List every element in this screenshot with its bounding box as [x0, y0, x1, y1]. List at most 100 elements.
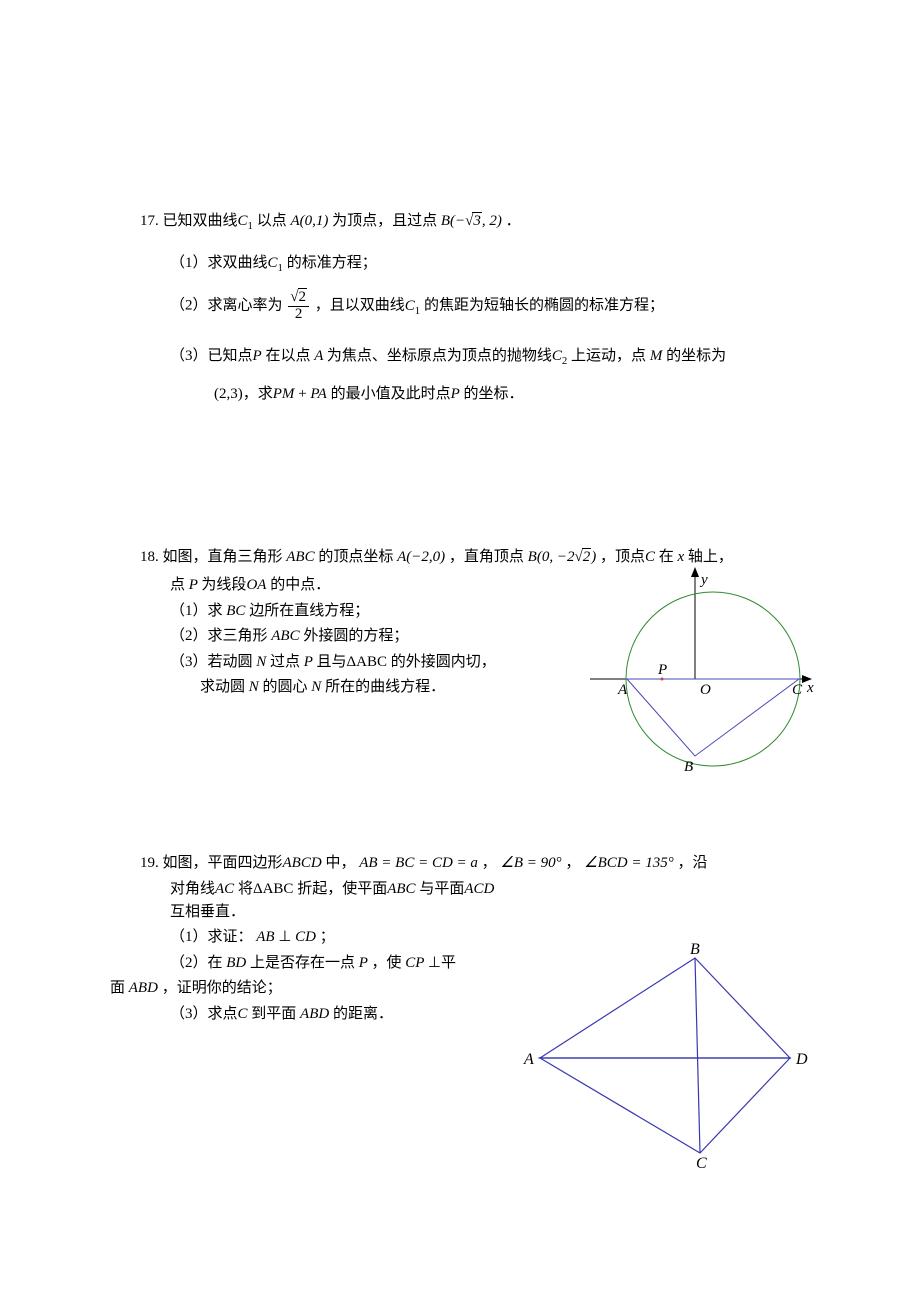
text: 与平面 — [419, 881, 464, 897]
sym-x: x — [674, 549, 688, 565]
sym-BD: BD — [223, 955, 251, 971]
text: 所在的曲线方程． — [325, 679, 445, 695]
p19-body: 对角线AC 将ΔABC 折起，使平面ABC 与平面ACD 互相垂直． （1）求证… — [140, 878, 780, 1028]
text: 为顶点，且过点 — [332, 213, 437, 229]
point-A: A(−2,0) — [393, 549, 449, 565]
p18-q2: （2）求三角形 ABC 外接圆的方程； — [140, 625, 520, 648]
text: ，证明你的结论； — [162, 980, 282, 996]
sym-AB: AB — [253, 929, 279, 945]
text: 的顶点坐标 — [318, 549, 393, 565]
text: ， — [565, 855, 580, 871]
p19-q3: （3）求点C 到平面 ABD 的距离． — [140, 1003, 500, 1026]
fraction: √2 2 — [288, 290, 309, 323]
text: （3）若动圆 — [170, 654, 253, 670]
point-B-a: B(0, −2 — [524, 549, 575, 565]
label-P: P — [657, 662, 667, 678]
sym-OA: OA — [246, 577, 266, 593]
point-A: A(0,1) — [287, 213, 332, 229]
text: 外接圆的方程； — [303, 628, 408, 644]
p18-q3b: 求动圆 N 的圆心 N 所在的曲线方程． — [140, 676, 520, 699]
sym-ABCD: ABCD — [283, 855, 326, 871]
text: 的圆心 — [263, 679, 308, 695]
coord-M: (2,3) — [214, 386, 243, 402]
text: 为线段 — [201, 577, 246, 593]
p17-q1: （1）求双曲线C1 的标准方程； — [140, 252, 780, 276]
sym-dABC: ΔABC — [253, 881, 297, 897]
sqrt-icon: √3 — [465, 210, 482, 233]
text: 过点 — [270, 654, 300, 670]
text: ，且以双曲线 — [315, 298, 405, 314]
text: 以点 — [257, 213, 287, 229]
problem-18: 18. 如图，直角三角形 ABC 的顶点坐标 A(−2,0) ，直角顶点 B(0… — [140, 546, 780, 702]
text: （1）求 — [170, 603, 223, 619]
sym-dABC: ΔABC — [346, 654, 390, 670]
sub-1: 1 — [278, 262, 283, 274]
text: （1）求双曲线 — [170, 255, 268, 271]
sym-C: C — [238, 213, 248, 229]
label-A: A — [523, 1051, 534, 1068]
sym-C: C — [552, 348, 562, 364]
p18-figure: y x O A C B P — [570, 564, 820, 802]
p19-q1: （1）求证： AB ⊥ CD ； — [140, 926, 500, 949]
sym-ABD: ABD — [296, 1006, 333, 1022]
sub-1: 1 — [415, 305, 420, 317]
sym-ACD: ACD — [464, 881, 494, 897]
label-B: B — [690, 941, 700, 958]
sym-N: N — [308, 679, 326, 695]
text: （2）求三角形 — [170, 628, 268, 644]
sym-P: P — [253, 348, 262, 364]
problem-19: 19. 如图，平面四边形ABCD 中， AB = BC = CD = a ， ∠… — [140, 852, 780, 1029]
text: 如图，平面四边形 — [163, 855, 283, 871]
frac-den: 2 — [288, 307, 309, 323]
text: 折起，使平面 — [297, 881, 387, 897]
sym-P: P — [185, 577, 201, 593]
text: 上运动，点 — [571, 348, 646, 364]
perp-icon: ⊥ — [428, 955, 441, 971]
text: 求动圆 — [200, 679, 245, 695]
sym-ABC: ABC — [387, 881, 419, 897]
text: 在以点 — [265, 348, 310, 364]
sym-PM: PM — [273, 386, 295, 402]
text: 的中点． — [270, 577, 330, 593]
text: 的外接圆内切， — [391, 654, 496, 670]
perp-icon: ⊥ — [278, 929, 291, 945]
sym-CD: CD — [291, 929, 319, 945]
text: （1）求证： — [170, 929, 253, 945]
sym-N: N — [253, 654, 271, 670]
text: ，直角顶点 — [449, 549, 524, 565]
sym-C: C — [238, 1006, 252, 1022]
sym-PA: PA — [310, 386, 326, 402]
sym-AC: AC — [215, 881, 238, 897]
text: ； — [320, 929, 335, 945]
sqrt-val: 2 — [582, 548, 592, 565]
text: 轴上， — [688, 549, 733, 565]
text: （2）求离心率为 — [170, 298, 283, 314]
p19-figure: A B C D — [510, 938, 820, 1176]
text: 的焦距为短轴长的椭圆的标准方程； — [424, 298, 664, 314]
text: （3）已知点 — [170, 348, 253, 364]
text: 的坐标． — [464, 386, 524, 402]
text: ． — [506, 213, 521, 229]
p19-line2: 对角线AC 将ΔABC 折起，使平面ABC 与平面ACD 互相垂直． — [140, 878, 500, 923]
point-B-b: ) — [591, 549, 600, 565]
point-B-b: , 2) — [482, 213, 506, 229]
p17-q2: （2）求离心率为 √2 2 ，且以双曲线C1 的焦距为短轴长的椭圆的标准方程； — [140, 290, 780, 323]
p19-svg: A B C D — [510, 938, 820, 1168]
sqrt-val: 2 — [298, 288, 308, 305]
p19-stem: 19. 如图，平面四边形ABCD 中， AB = BC = CD = a ， ∠… — [140, 852, 780, 875]
text: 的坐标为 — [666, 348, 726, 364]
label-C: C — [792, 682, 803, 698]
text: 在 — [659, 549, 674, 565]
sym-M: M — [646, 348, 666, 364]
sym-C: C — [645, 549, 659, 565]
angB: ∠B = 90° — [497, 855, 566, 871]
text: 的标准方程； — [287, 255, 377, 271]
eq1: AB = BC = CD = a — [355, 855, 481, 871]
p19-q2b: 面 ABD ，证明你的结论； — [110, 977, 500, 1000]
p17-q3-cont: (2,3)，求PM + PA 的最小值及此时点P 的坐标． — [140, 383, 780, 406]
sqrt-icon: √2 — [290, 290, 307, 306]
p18-body: 点 P 为线段OA 的中点． （1）求 BC 边所在直线方程； （2）求三角形 … — [140, 574, 780, 702]
sub-2: 2 — [562, 355, 567, 367]
sym-P: P — [300, 654, 316, 670]
sym-P: P — [355, 955, 371, 971]
